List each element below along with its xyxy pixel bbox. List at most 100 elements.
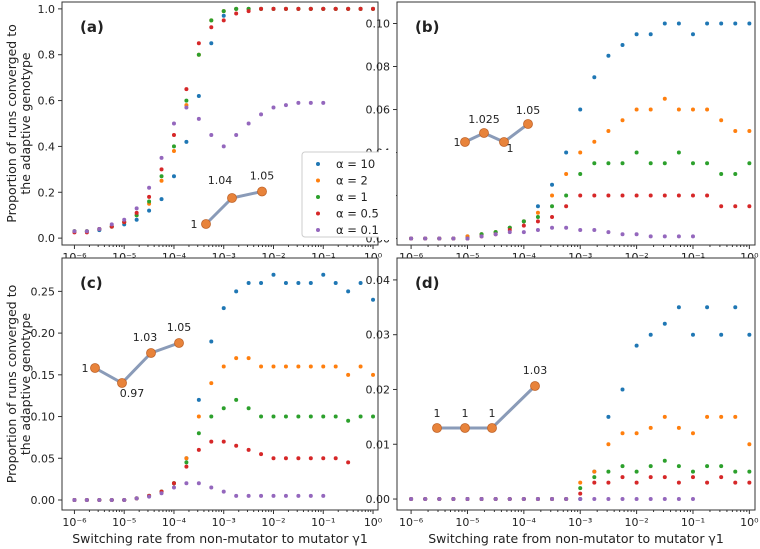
data-point <box>196 447 201 452</box>
data-point <box>159 174 164 179</box>
data-point <box>705 161 710 166</box>
data-point <box>634 480 639 485</box>
legend-entry: α = 0.1 <box>336 223 379 237</box>
y-tick-label: 0.10 <box>31 411 56 424</box>
data-point <box>296 456 301 461</box>
y-tick-label: 0.10 <box>366 18 391 31</box>
data-point <box>358 6 363 11</box>
y-tick-label: 0.15 <box>31 369 56 382</box>
data-point <box>592 193 597 198</box>
data-point <box>606 53 611 58</box>
x-axis-label: Switching rate from non-mutator to mutat… <box>72 531 368 546</box>
x-tick-label: 10⁻³ <box>568 516 592 529</box>
panel-label: (a) <box>80 18 104 36</box>
data-point <box>676 193 681 198</box>
data-point <box>719 204 724 209</box>
data-point <box>358 414 363 419</box>
data-point <box>246 493 251 498</box>
panel-b: 0.000.020.040.060.080.1010⁻⁶10⁻⁵10⁻⁴10⁻³… <box>366 1 759 264</box>
data-point <box>271 414 276 419</box>
data-point <box>676 21 681 26</box>
inset-label: 1 <box>82 362 89 375</box>
data-point <box>648 234 653 239</box>
y-tick-label: 0.6 <box>38 95 56 108</box>
data-point <box>196 52 201 57</box>
data-point <box>283 493 288 498</box>
data-point <box>209 41 214 46</box>
inset-label: 1 <box>489 407 496 420</box>
data-point <box>271 105 276 110</box>
data-point <box>246 447 251 452</box>
data-point <box>592 475 597 480</box>
data-point <box>308 100 313 105</box>
data-point <box>321 272 326 277</box>
data-point <box>479 234 484 239</box>
data-point <box>479 497 484 502</box>
inset-label: 1.025 <box>468 113 500 126</box>
data-point <box>171 485 176 490</box>
data-point <box>371 297 376 302</box>
y-tick-label: 0.4 <box>38 140 56 153</box>
data-point <box>606 469 611 474</box>
data-point <box>719 172 724 177</box>
data-point <box>283 6 288 11</box>
data-point <box>634 107 639 112</box>
data-point <box>184 98 189 103</box>
data-point <box>283 281 288 286</box>
data-point <box>437 236 442 241</box>
data-point <box>196 481 201 486</box>
y-tick-label: 0.06 <box>366 104 391 117</box>
data-point <box>592 469 597 474</box>
data-point <box>184 464 189 469</box>
data-point <box>321 456 326 461</box>
inset-point <box>227 193 237 203</box>
y-axis-label: Proportion of runs converged to <box>4 285 19 484</box>
data-point <box>171 144 176 149</box>
inset-label: 0.97 <box>120 387 145 400</box>
data-point <box>234 6 239 11</box>
panel-label: (b) <box>415 18 439 36</box>
data-point <box>209 414 214 419</box>
data-point <box>209 25 214 30</box>
data-point <box>259 281 264 286</box>
inset-point <box>523 119 533 129</box>
data-point <box>564 150 569 155</box>
data-point <box>690 161 695 166</box>
data-point <box>296 364 301 369</box>
data-point <box>719 464 724 469</box>
data-point <box>234 493 239 498</box>
panel-d: 0.00 0.01 0.02 0.03 0.04 10⁻⁶ 10⁻⁵ 10⁻⁴ 10⁻³ 10⁻²… <box>366 257 759 546</box>
data-point <box>747 480 752 485</box>
data-point <box>346 289 351 294</box>
data-point <box>209 439 214 444</box>
data-point <box>134 496 139 501</box>
data-point <box>296 414 301 419</box>
data-point <box>747 129 752 134</box>
legend-entry: α = 2 <box>336 174 368 188</box>
data-point <box>592 161 597 166</box>
data-point <box>409 497 414 502</box>
data-point <box>221 439 226 444</box>
inset-point <box>201 219 211 229</box>
legend-clip <box>379 150 396 240</box>
x-tick-label: 10⁰ <box>740 516 759 529</box>
data-point <box>333 6 338 11</box>
legend-entry: α = 1 <box>336 190 368 204</box>
data-point <box>259 364 264 369</box>
data-point <box>159 491 164 496</box>
data-point <box>72 229 77 234</box>
data-point <box>147 494 152 499</box>
data-point <box>662 193 667 198</box>
data-point <box>634 343 639 348</box>
data-point <box>662 21 667 26</box>
data-point <box>196 431 201 436</box>
data-point <box>662 458 667 463</box>
inset-label: 1.04 <box>208 174 233 187</box>
data-point <box>493 232 498 237</box>
data-point <box>578 486 583 491</box>
data-point <box>493 497 498 502</box>
panel-label: (c) <box>80 274 103 292</box>
data-point <box>747 332 752 337</box>
y-tick-label: 0.04 <box>366 274 391 287</box>
data-point <box>97 497 102 502</box>
